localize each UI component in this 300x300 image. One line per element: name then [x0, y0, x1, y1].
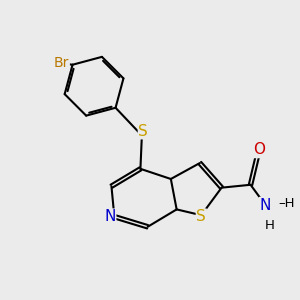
Text: H: H	[264, 219, 274, 232]
Text: –H: –H	[279, 197, 295, 210]
Text: N: N	[104, 209, 116, 224]
Text: O: O	[253, 142, 265, 158]
Text: S: S	[196, 209, 206, 224]
Text: Br: Br	[54, 56, 69, 70]
Text: S: S	[138, 124, 148, 139]
Text: N: N	[259, 198, 271, 213]
